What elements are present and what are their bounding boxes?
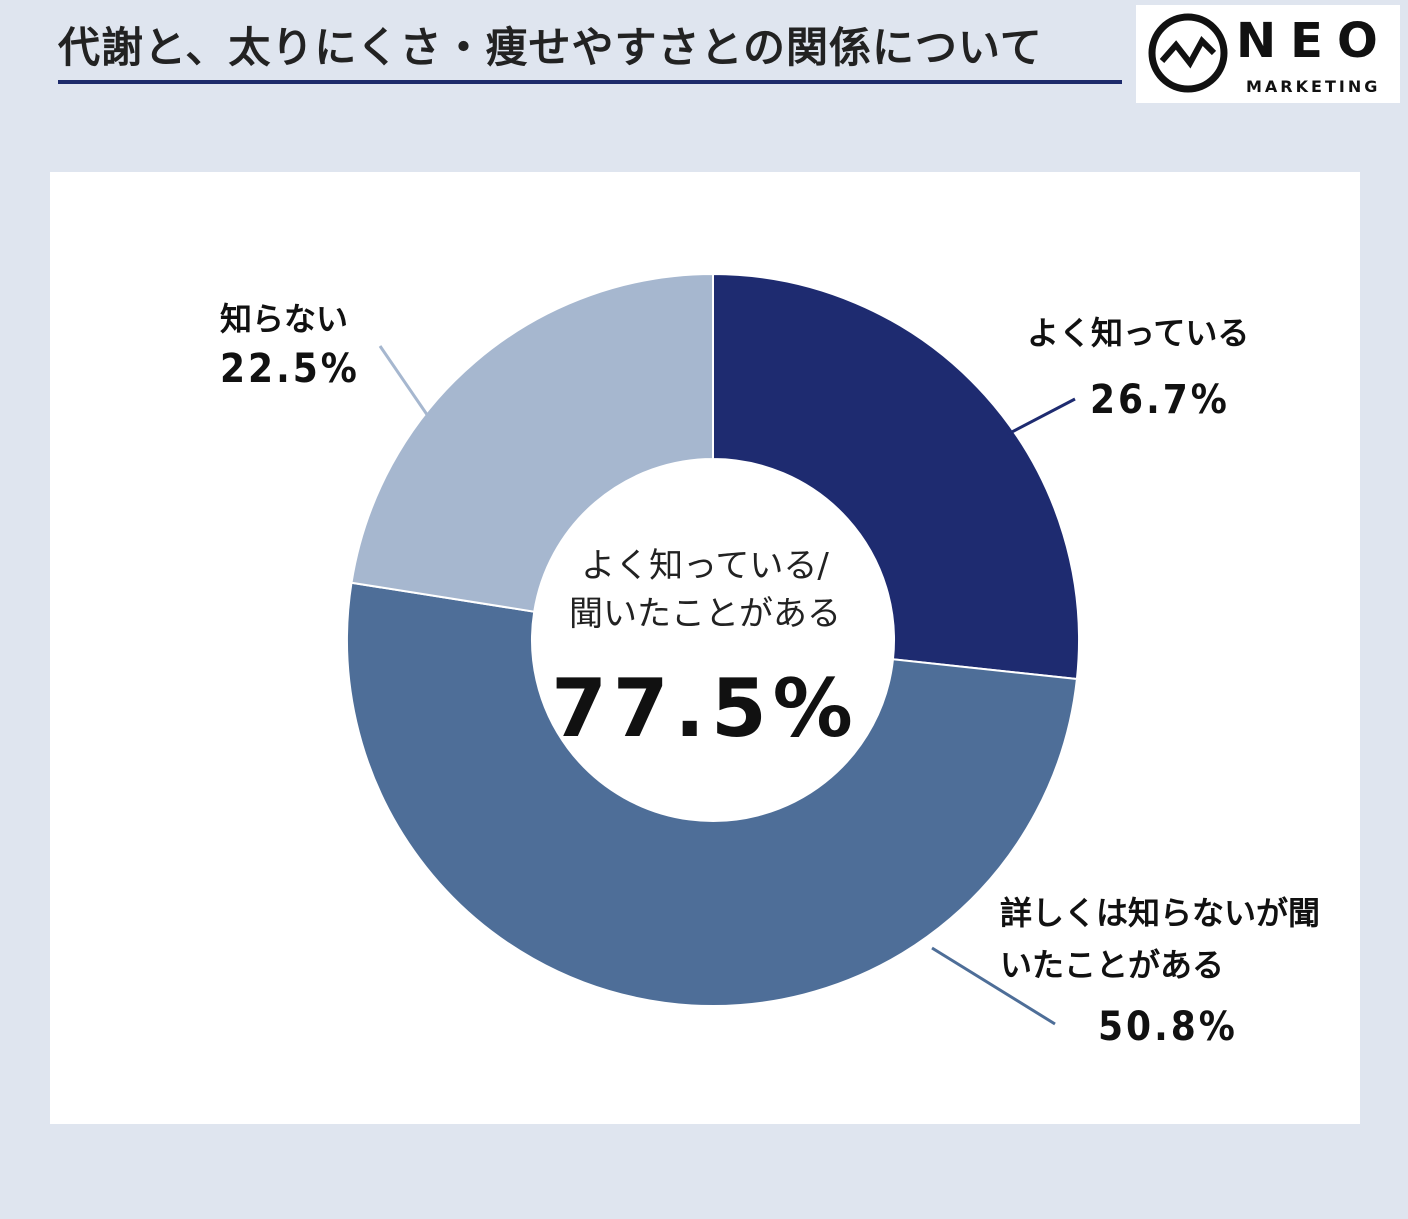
center-label-line2: 聞いたことがある <box>569 594 841 634</box>
center-total-value: 77.5% <box>551 662 859 755</box>
center-label-line1: よく知っている/ <box>581 546 829 586</box>
logo-subtitle: MARKETING <box>1246 77 1381 96</box>
slice-dont-know <box>350 272 714 613</box>
value-heard-of: 50.8% <box>1098 1004 1238 1050</box>
slice-heard-of <box>346 581 1079 1008</box>
leader-know-well <box>1007 397 1076 436</box>
donut-chart <box>346 272 1080 1026</box>
page-title: 代謝と、太りにくさ・痩せやすさとの関係について <box>58 23 1043 72</box>
label-know-well: よく知っている <box>1027 314 1250 352</box>
label-heard-of: 詳しくは知らないが聞いたことがある <box>1000 894 1321 984</box>
title-underline <box>58 80 1122 84</box>
value-know-well: 26.7% <box>1090 377 1230 423</box>
logo-wordmark: NEO <box>1236 13 1392 69</box>
leader-heard-of <box>931 946 1056 1026</box>
pulse-circle-icon <box>1148 13 1228 93</box>
value-dont-know: 22.5% <box>220 346 360 392</box>
neo-marketing-logo: NEO MARKETING <box>1136 5 1400 103</box>
label-dont-know: 知らない <box>220 300 349 338</box>
leader-dont-know <box>378 345 432 420</box>
chart-panel: よく知っている 26.7% 詳しくは知らないが聞いたことがある 50.8% 知ら… <box>50 172 1360 1124</box>
slice-know-well <box>712 272 1080 681</box>
